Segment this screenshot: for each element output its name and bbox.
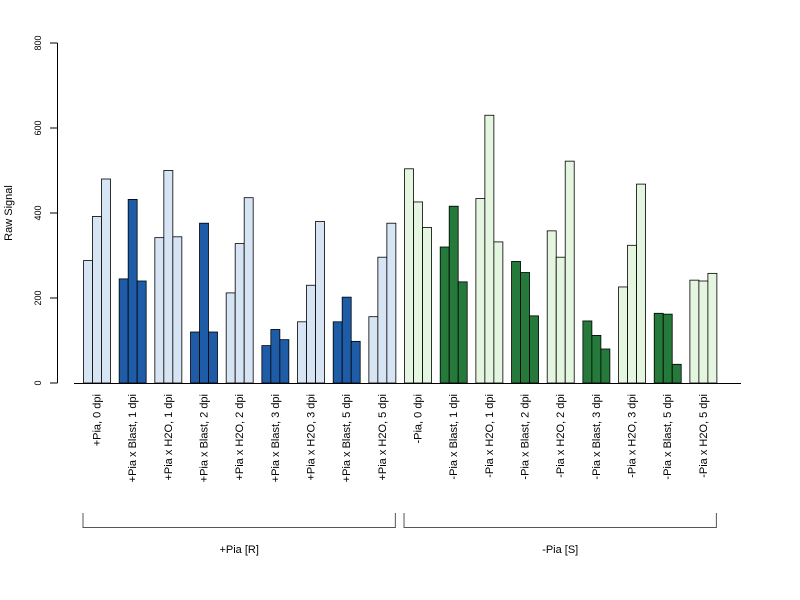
x-tick-label: +Pia x H2O, 3 dpi: [306, 394, 318, 481]
bar: [555, 256, 566, 384]
bar: [332, 321, 343, 384]
bar: [279, 339, 290, 384]
bar: [270, 329, 281, 384]
y-tick-label: 600: [33, 120, 43, 135]
bar: [386, 222, 397, 384]
y-axis: 0 200 400 600 800: [33, 35, 58, 386]
bar: [529, 315, 539, 384]
bar: [243, 197, 254, 384]
bar: [350, 340, 361, 384]
bar: [154, 237, 165, 384]
bar: [261, 345, 272, 384]
group-bracket: [403, 513, 717, 528]
bar: [199, 222, 209, 384]
y-tick-label: 800: [33, 35, 43, 50]
bar: [653, 312, 664, 384]
bar: [306, 284, 316, 384]
x-tick-label: +Pia x H2O, 2 dpi: [234, 394, 246, 481]
bar: [127, 198, 138, 384]
x-tick-label: +Pia, 0 dpi: [92, 394, 104, 446]
group-bracket: [82, 513, 396, 528]
bar: [511, 261, 521, 384]
x-tick-label: -Pia x Blast, 3 dpi: [591, 394, 603, 480]
group-label: -Pia [S]: [542, 544, 578, 556]
bar: [707, 272, 718, 384]
bar: [689, 279, 700, 384]
bar: [636, 183, 646, 384]
bar: [92, 215, 102, 384]
bar: [297, 321, 307, 384]
bar: [172, 236, 183, 384]
bar: [368, 316, 379, 384]
bar: [600, 348, 611, 384]
x-tick-label: -Pia x H2O, 1 dpi: [484, 394, 496, 478]
x-tick-label: +Pia x Blast, 3 dpi: [270, 394, 282, 482]
bar: [190, 331, 200, 384]
bar: [234, 243, 245, 384]
bar: [377, 256, 388, 384]
bar: [484, 114, 495, 384]
y-tick-label: 200: [33, 290, 43, 305]
bar: [546, 230, 557, 384]
bar: [341, 296, 352, 384]
group-brackets: +Pia [R] -Pia [S]: [82, 513, 717, 556]
x-tick-label: +Pia x Blast, 2 dpi: [199, 394, 211, 482]
bar: [564, 160, 575, 384]
x-tick-label: +Pia x Blast, 1 dpi: [127, 394, 139, 482]
bar: [439, 246, 450, 384]
bar: [225, 292, 236, 384]
bar: [582, 320, 593, 384]
bars: [83, 114, 718, 384]
bar: [101, 178, 111, 384]
x-tick-label: -Pia x Blast, 1 dpi: [448, 394, 460, 480]
y-tick-label: 0: [33, 380, 43, 385]
bar: [422, 227, 432, 384]
x-tick-label: -Pia x Blast, 5 dpi: [662, 394, 674, 480]
x-tick-label: -Pia x H2O, 5 dpi: [698, 394, 710, 478]
bar: [520, 272, 530, 384]
bar: [591, 334, 602, 384]
bar: [208, 331, 218, 384]
bar: [475, 198, 486, 384]
bar: [83, 260, 93, 384]
x-tick-label: -Pia x H2O, 2 dpi: [555, 394, 567, 478]
bar: [404, 168, 414, 384]
x-tick-label: +Pia x Blast, 5 dpi: [341, 394, 353, 482]
y-tick-label: 400: [33, 205, 43, 220]
bar: [448, 205, 459, 384]
x-tick-label: -Pia, 0 dpi: [413, 394, 425, 444]
x-tick-label: +Pia x H2O, 5 dpi: [377, 394, 389, 481]
y-axis-title: Raw Signal: [3, 185, 15, 241]
x-tick-label: -Pia x Blast, 2 dpi: [520, 394, 532, 480]
bar: [413, 201, 423, 384]
bar: [315, 221, 325, 384]
bar: [671, 363, 682, 384]
bar: [163, 170, 174, 384]
bar: [118, 278, 129, 384]
bar: [493, 241, 504, 384]
bar: [627, 244, 637, 384]
bar: [698, 280, 709, 384]
x-tick-label: -Pia x H2O, 3 dpi: [627, 394, 639, 478]
category-labels: +Pia, 0 dpi +Pia x Blast, 1 dpi +Pia x H2O…: [92, 394, 710, 482]
bar: [136, 280, 147, 384]
group-label: +Pia [R]: [219, 544, 258, 556]
x-tick-label: +Pia x H2O, 1 dpi: [163, 394, 175, 481]
bar: [662, 313, 673, 384]
bar: [618, 286, 628, 384]
bar: [457, 281, 468, 384]
